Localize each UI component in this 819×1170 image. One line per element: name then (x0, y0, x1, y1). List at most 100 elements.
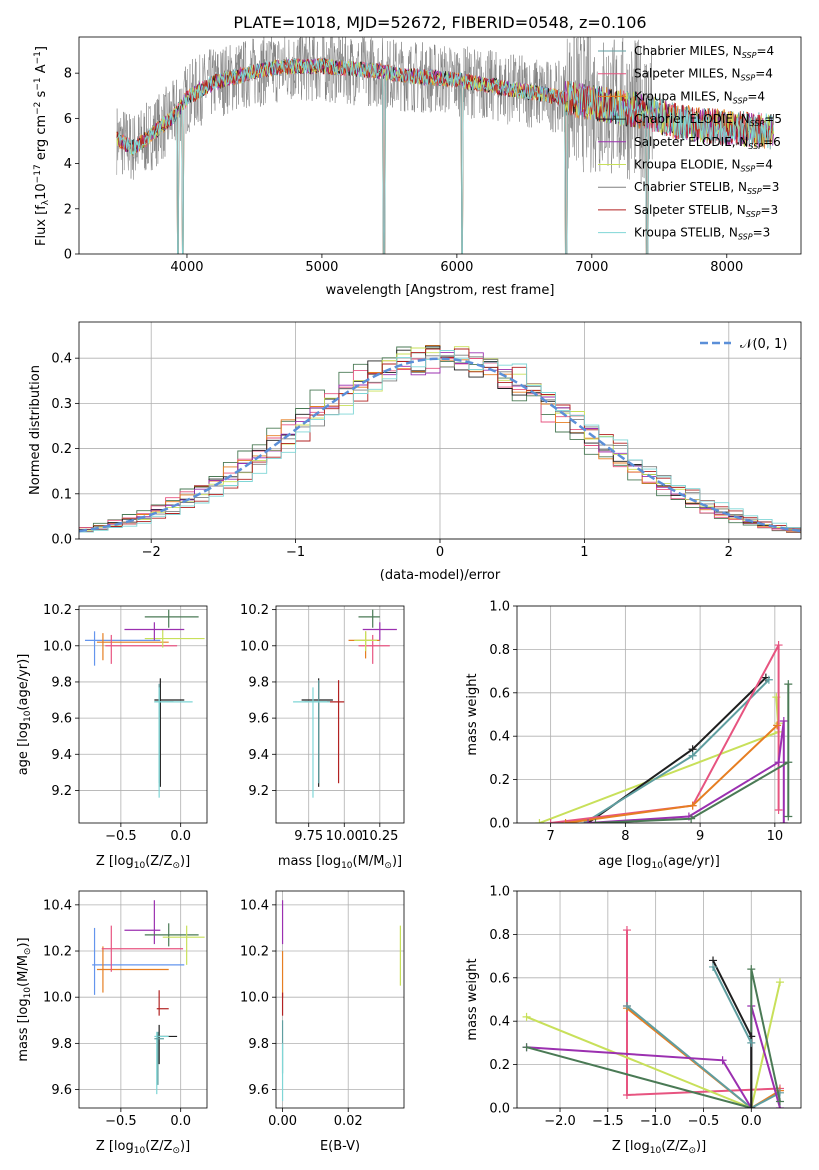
legend-suffix: =4 (755, 67, 773, 81)
label-part: (Z/Z (145, 1139, 172, 1154)
ytick-label: 9.8 (248, 1037, 269, 1052)
label-part: Flux [f (34, 205, 49, 246)
plot-area (92, 900, 205, 1095)
grid (79, 891, 207, 1108)
ytick-label: 9.6 (248, 1083, 269, 1098)
ytick-label: 9.6 (51, 712, 72, 727)
ytick-label: 0.3 (51, 397, 72, 412)
legend-entry: Salpeter STELIB, NSSP=3 (634, 203, 778, 219)
xtick-label: −1 (286, 545, 305, 560)
label-part: A (34, 64, 49, 77)
ytick-label: 6 (64, 112, 72, 127)
legend-entry: Kroupa MILES, NSSP=4 (634, 89, 765, 105)
label-part: 10 (650, 1146, 662, 1156)
weight-marker (747, 1104, 756, 1108)
axes-frame (275, 890, 405, 1109)
weight-line-chabrier_miles (712, 966, 753, 1044)
legend-suffix: =4 (747, 89, 765, 103)
weight-marker (622, 926, 631, 935)
ytick-label: 10.0 (240, 639, 269, 654)
label-part: ] (34, 46, 49, 51)
label-part: erg cm (34, 115, 49, 164)
xtick-label: −1.0 (640, 1114, 672, 1129)
weight-line-kroupa_elodie (526, 981, 781, 1108)
legend-entry: Chabrier STELIB, NSSP=3 (634, 180, 779, 196)
label-part: (age/yr)] (16, 654, 31, 711)
ytick-label: 9.4 (248, 748, 269, 763)
spectrum-line-kroupa_elodie (116, 59, 774, 156)
weight-marker (687, 814, 696, 823)
axes-residuals: −2 −1 0 1 2 0.0 0.1 0.2 0.3 0.4 𝒩(0, 1) (data-model… (28, 321, 802, 583)
weight-marker (747, 1038, 756, 1047)
weight-marker (779, 819, 788, 823)
xtick-label: 0.00 (268, 1114, 297, 1129)
legend-suffix: =3 (760, 203, 778, 217)
label-part: 10 (134, 1146, 146, 1156)
xtick-label: 4000 (170, 260, 203, 275)
label-part: 10 (23, 987, 33, 999)
axes-spectrum: 4000 5000 6000 7000 8000 0 2 4 6 8 wavelength [Ang… (33, 36, 802, 298)
weight-marker (535, 819, 544, 823)
label-part: ⊙ (172, 1146, 180, 1156)
ytick-label: 0.4 (489, 1015, 510, 1030)
xtick-label: 1 (580, 545, 588, 560)
plots-layer: 4000 5000 6000 7000 8000 0 2 4 6 8 wavelength [Ang… (16, 36, 802, 1156)
xtick-label: 0.02 (334, 1114, 363, 1129)
weight-marker (773, 721, 782, 730)
label-part: (age/yr)] (663, 854, 720, 869)
xtick-label: 2 (725, 545, 733, 560)
ytick-label: 9.6 (248, 712, 269, 727)
ytick-label: 4 (64, 157, 72, 172)
ytick-label: 0.4 (489, 730, 510, 745)
label-part: (Z/Z (661, 1139, 688, 1154)
weight-marker (688, 751, 697, 760)
histogram-kroupa_stelib (79, 350, 801, 535)
ytick-label: 0 (64, 248, 72, 263)
axes-frame (78, 605, 208, 824)
legend-entry: Chabrier ELODIE, NSSP=5 (634, 112, 782, 128)
ytick-label: 0.6 (489, 971, 510, 986)
legend-sub: SSP (742, 51, 757, 60)
legend-label: Chabrier ELODIE, N (634, 112, 750, 126)
xtick-label: 9.75 (294, 829, 323, 844)
label-part: )] (696, 1139, 706, 1154)
xtick-label: 0.0 (741, 1114, 762, 1129)
ytick-label: 1.0 (489, 600, 510, 615)
label-part: age [log (16, 722, 31, 775)
legend-suffix: =4 (756, 44, 774, 58)
label-part: −17 (33, 164, 43, 183)
weight-line-chabrier_elodie (587, 676, 767, 823)
plot-area (522, 926, 784, 1108)
axes-frame (516, 605, 802, 824)
label-part: (Z/Z (145, 854, 172, 869)
weight-line-darkgreen (526, 968, 781, 1108)
weight-marker (775, 978, 784, 987)
label-part: age [log (598, 854, 651, 869)
legend-label: Chabrier MILES, N (634, 44, 742, 58)
xtick-label: 7000 (575, 260, 608, 275)
label-part: )] (180, 1139, 190, 1154)
weight-marker (584, 819, 592, 823)
axes-frame (78, 321, 802, 540)
ytick-label: 0.0 (489, 1102, 510, 1117)
ytick-label: 9.4 (51, 748, 72, 763)
ytick-label: 10.2 (43, 603, 72, 618)
label-part: Z [log (96, 854, 134, 869)
ylabel-mass-vs-Z: mass [log10(M/M⊙)] (16, 937, 33, 1061)
xtick-label: 10.00 (326, 829, 363, 844)
xtick-label: −0.5 (105, 829, 137, 844)
weight-marker (774, 758, 783, 767)
ytick-label: 10.4 (43, 898, 72, 913)
label-part: ⊙ (688, 1146, 696, 1156)
spectrum-line-kroupa_stelib (116, 57, 774, 254)
grid (276, 891, 404, 1108)
weight-marker (775, 1097, 784, 1106)
label-part: s (34, 90, 49, 101)
legend-suffix: =4 (755, 158, 773, 172)
ytick-label: 10.0 (43, 991, 72, 1006)
ytick-label: 0.1 (51, 487, 72, 502)
weight-line-salpeter_elodie (526, 1005, 781, 1108)
label-part: Z [log (96, 1139, 134, 1154)
